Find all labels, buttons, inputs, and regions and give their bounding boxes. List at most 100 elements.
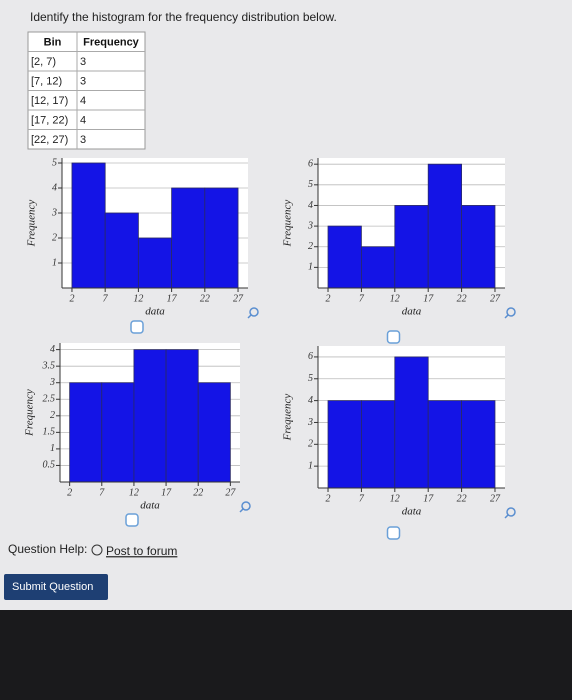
x-tick-label: 22 [193, 487, 203, 498]
y-tick-label: 5 [308, 179, 313, 190]
zoom-icon[interactable] [249, 307, 259, 317]
y-tick-label: 1.5 [43, 427, 56, 438]
y-tick-label: 2 [50, 410, 55, 421]
y-tick-label: 3 [51, 207, 57, 218]
y-tick-label: 2 [308, 241, 313, 252]
y-axis-label: Frequency [282, 394, 294, 442]
table-cell: 3 [80, 56, 86, 68]
y-axis-label: Frequency [24, 389, 36, 437]
bar [427, 163, 462, 289]
zoom-icon[interactable] [241, 501, 251, 511]
bar [133, 349, 167, 483]
y-tick-label: 4 [50, 344, 55, 355]
y-tick-label: 2 [52, 232, 57, 243]
x-axis-label: data [402, 306, 422, 318]
zoom-handle[interactable] [239, 508, 244, 513]
y-tick-label: 1 [308, 460, 313, 471]
bar [427, 400, 462, 489]
zoom-handle[interactable] [247, 314, 252, 319]
x-axis-label: data [402, 506, 422, 518]
table-cell: 4 [80, 95, 86, 107]
y-tick-label: 3.5 [42, 360, 56, 371]
dark-area [0, 610, 572, 700]
zoom-icon[interactable] [506, 307, 516, 317]
x-tick-label: 12 [133, 293, 143, 304]
zoom-icon[interactable] [506, 507, 516, 517]
y-tick-label: 3 [307, 220, 313, 231]
x-tick-label: 27 [490, 293, 501, 304]
x-tick-label: 2 [326, 293, 331, 304]
y-tick-label: 2.5 [43, 394, 56, 405]
bar [361, 400, 396, 489]
table-header: Bin [44, 37, 62, 49]
y-axis-label: Frequency [282, 200, 294, 248]
y-tick-label: 1 [52, 257, 57, 268]
y-tick-label: 1 [50, 443, 55, 454]
x-tick-label: 7 [359, 293, 365, 304]
forum-icon [91, 544, 103, 556]
bar [394, 205, 429, 289]
y-tick-label: 5 [308, 373, 313, 384]
x-axis-label: data [145, 306, 165, 318]
x-tick-label: 17 [161, 487, 172, 498]
y-axis-label: Frequency [26, 200, 38, 248]
x-axis-label: data [140, 500, 160, 512]
bar [197, 382, 231, 483]
radio-button[interactable] [125, 513, 139, 527]
x-tick-label: 27 [490, 493, 501, 504]
x-tick-label: 17 [167, 293, 178, 304]
x-tick-label: 22 [457, 493, 467, 504]
bar [327, 225, 362, 289]
radio-button[interactable] [386, 330, 401, 344]
table-cell: [22, 27) [31, 134, 68, 146]
bar [101, 382, 135, 483]
bar [327, 400, 362, 489]
table-cell: 3 [80, 134, 86, 146]
y-tick-label: 6 [308, 158, 313, 169]
x-tick-label: 7 [99, 487, 105, 498]
radio-button[interactable] [130, 320, 144, 334]
bar [104, 212, 139, 289]
bar [461, 205, 496, 289]
y-tick-label: 0.5 [43, 460, 56, 471]
y-tick-label: 5 [52, 157, 57, 168]
zoom-handle[interactable] [504, 514, 509, 519]
x-tick-label: 27 [225, 487, 236, 498]
x-tick-label: 2 [67, 487, 72, 498]
help-label: Question Help: [8, 542, 87, 556]
forum-link-text[interactable]: Post to forum [106, 544, 177, 558]
x-tick-label: 7 [103, 293, 109, 304]
x-tick-label: 12 [390, 293, 400, 304]
submit-button[interactable] [4, 574, 108, 600]
zoom-handle[interactable] [504, 314, 509, 319]
bar [361, 246, 396, 289]
table-cell: [2, 7) [31, 56, 56, 68]
x-tick-label: 2 [326, 493, 331, 504]
submit-label[interactable]: Submit Question [12, 581, 93, 593]
forum-link[interactable]: Post to forum [91, 544, 177, 558]
table-cell: [12, 17) [31, 95, 68, 107]
question: Identify the histogram for the frequency… [30, 10, 337, 24]
bar [461, 400, 496, 489]
y-tick-label: 4 [52, 182, 57, 193]
y-tick-label: 6 [308, 351, 313, 362]
x-tick-label: 22 [200, 293, 210, 304]
x-tick-label: 22 [457, 293, 467, 304]
x-tick-label: 27 [233, 293, 244, 304]
y-tick-label: 1 [308, 262, 313, 273]
x-tick-label: 12 [390, 493, 400, 504]
x-tick-label: 12 [129, 487, 139, 498]
table-cell: 3 [80, 76, 86, 88]
radio-button[interactable] [386, 526, 401, 540]
y-tick-label: 4 [308, 200, 313, 211]
bar [165, 349, 199, 483]
bar [71, 162, 106, 289]
bar [137, 237, 173, 289]
table-cell: 4 [80, 115, 86, 127]
x-tick-label: 17 [423, 493, 434, 504]
y-tick-label: 3 [307, 417, 313, 428]
